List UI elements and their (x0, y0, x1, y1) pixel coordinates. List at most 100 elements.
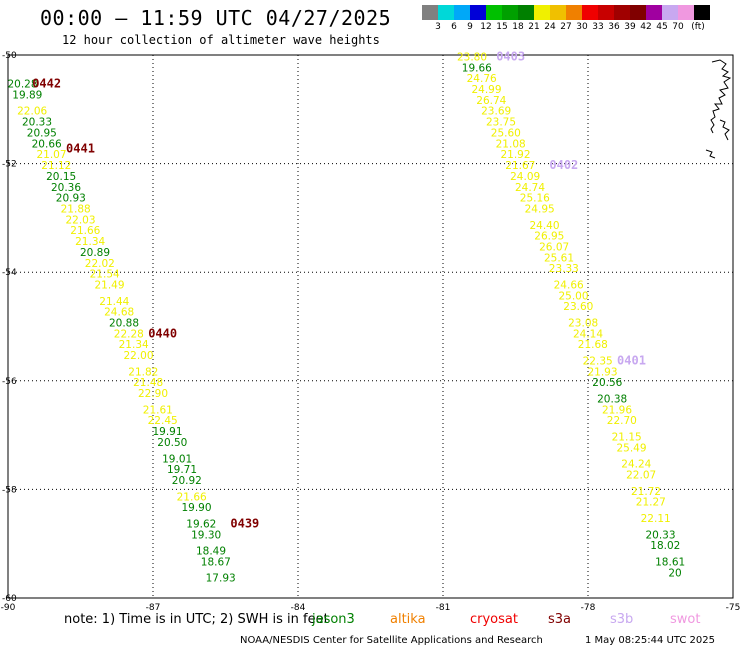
wave-height-value: 20.33 (22, 117, 52, 129)
chart-title: 00:00 – 11:59 UTC 04/27/2025 (40, 6, 392, 30)
wave-height-value: 21.88 (61, 203, 91, 215)
pass-number-label: 0403 (496, 49, 525, 63)
wave-height-value: 21.07 (36, 149, 66, 161)
wave-height-value: 21.15 (612, 432, 642, 444)
credit-line: NOAA/NESDIS Center for Satellite Applica… (240, 635, 543, 646)
wave-height-value: 24.24 (621, 459, 651, 471)
scale-swatch (502, 5, 518, 20)
wave-height-value: 24.68 (104, 307, 134, 319)
wave-height-value: 25.60 (491, 127, 521, 139)
y-tick-label: -52 (2, 160, 17, 170)
wave-height-value: 22.06 (17, 106, 47, 118)
scale-label: 42 (640, 22, 652, 32)
wave-height-value: 17.93 (206, 573, 236, 585)
wave-height-value: 20.92 (172, 475, 202, 487)
wave-height-value: 19.90 (181, 502, 211, 514)
wave-height-value: 23.33 (549, 263, 579, 275)
legend-jason3: jason3 (312, 612, 355, 627)
wave-height-value: 18.49 (196, 546, 226, 558)
wave-height-value: 18.02 (650, 540, 680, 552)
scale-label: 21 (528, 22, 540, 32)
wave-height-value: 20.36 (51, 182, 81, 194)
coastline-outline (705, 59, 732, 159)
wave-height-value: 21.67 (505, 160, 535, 172)
legend-swot: swot (670, 612, 701, 627)
scale-label: 9 (467, 22, 473, 32)
scale-swatch (438, 5, 454, 20)
wave-height-value: 26.74 (476, 95, 506, 107)
wave-height-value: 20.93 (56, 193, 86, 205)
pass-number-label: 0440 (148, 326, 177, 340)
wave-height-value: 22.00 (123, 350, 153, 362)
wave-height-value: 22.03 (65, 214, 95, 226)
wave-height-value: 24.99 (471, 84, 501, 96)
scale-label: 39 (624, 22, 636, 32)
wave-height-value: 21.92 (500, 149, 530, 161)
scale-swatch (694, 5, 710, 20)
y-tick-label: -50 (2, 51, 17, 61)
wave-height-value: 21.54 (90, 269, 120, 281)
wave-height-value: 20.89 (80, 247, 110, 259)
scale-swatch (454, 5, 470, 20)
scale-label: 30 (576, 22, 588, 32)
scale-label: 6 (451, 22, 457, 32)
wave-height-value: 19.30 (191, 529, 221, 541)
wave-height-value: 20.95 (27, 127, 57, 139)
plot-frame (7, 54, 734, 599)
x-tick-label: -75 (726, 603, 740, 610)
scale-label: 33 (592, 22, 604, 32)
wave-height-value: 20.56 (592, 377, 622, 389)
wave-height-value: 22.02 (85, 258, 115, 270)
wave-height-value: 25.00 (558, 290, 588, 302)
color-scale (422, 5, 710, 21)
wave-height-value: 22.45 (148, 415, 178, 427)
wave-height-value: 20.28 (7, 79, 37, 91)
scale-label: 36 (608, 22, 620, 32)
wave-height-value: 26.95 (534, 231, 564, 243)
wave-height-value: 25.16 (520, 193, 550, 205)
wave-height-value: 21.49 (94, 279, 124, 291)
footer-note: note: 1) Time is in UTC; 2) SWH is in fe… (64, 612, 329, 627)
wave-height-value: 21.12 (41, 160, 71, 172)
wave-height-value: 21.34 (75, 236, 105, 248)
wave-height-value: 21.66 (70, 225, 100, 237)
wave-height-value: 20 (668, 567, 681, 579)
scale-label: 27 (560, 22, 572, 32)
wave-height-value: 23.69 (481, 106, 511, 118)
scale-swatch (630, 5, 646, 20)
scale-label: 70 (672, 22, 684, 32)
scale-label: 24 (544, 22, 556, 32)
scale-label: 12 (480, 22, 492, 32)
wave-height-value: 20.33 (645, 529, 675, 541)
wave-height-value: 20.88 (109, 318, 139, 330)
wave-height-value: 22.70 (607, 415, 637, 427)
wave-height-value: 22.28 (114, 328, 144, 340)
y-tick-label: -60 (2, 594, 17, 604)
y-tick-label: -56 (2, 377, 17, 387)
wave-height-value: 19.62 (186, 518, 216, 530)
wave-height-value: 20.38 (597, 394, 627, 406)
wave-height-value: 21.72 (631, 486, 661, 498)
pass-number-label: 0442 (32, 77, 61, 91)
wave-height-value: 18.61 (655, 556, 685, 568)
wave-height-value: 19.89 (12, 89, 42, 101)
color-scale-labels: 3 6 9 12 15 18 21 24 27 30 33 36 39 42 45 70 (ft) (422, 22, 710, 32)
wave-height-value: 22.07 (626, 470, 656, 482)
wave-height-value: 21.66 (177, 491, 207, 503)
wave-height-value: 19.66 (462, 62, 492, 74)
scale-unit: (ft) (691, 22, 705, 32)
wave-height-value: 20.50 (157, 437, 187, 449)
legend-altika: altika (390, 612, 426, 627)
scale-label: 18 (512, 22, 524, 32)
wave-height-value: 21.34 (119, 339, 149, 351)
pass-number-label: 0439 (230, 516, 259, 530)
legend-s3b: s3b (610, 612, 634, 627)
scale-swatch (662, 5, 678, 20)
wave-height-value: 21.27 (636, 497, 666, 509)
wave-height-value: 23.75 (486, 117, 516, 129)
scale-label: 3 (435, 22, 441, 32)
wave-height-value: 22.90 (138, 388, 168, 400)
scale-swatch (518, 5, 534, 20)
wave-height-value: 20.15 (46, 171, 76, 183)
wave-height-value: 25.61 (544, 252, 574, 264)
